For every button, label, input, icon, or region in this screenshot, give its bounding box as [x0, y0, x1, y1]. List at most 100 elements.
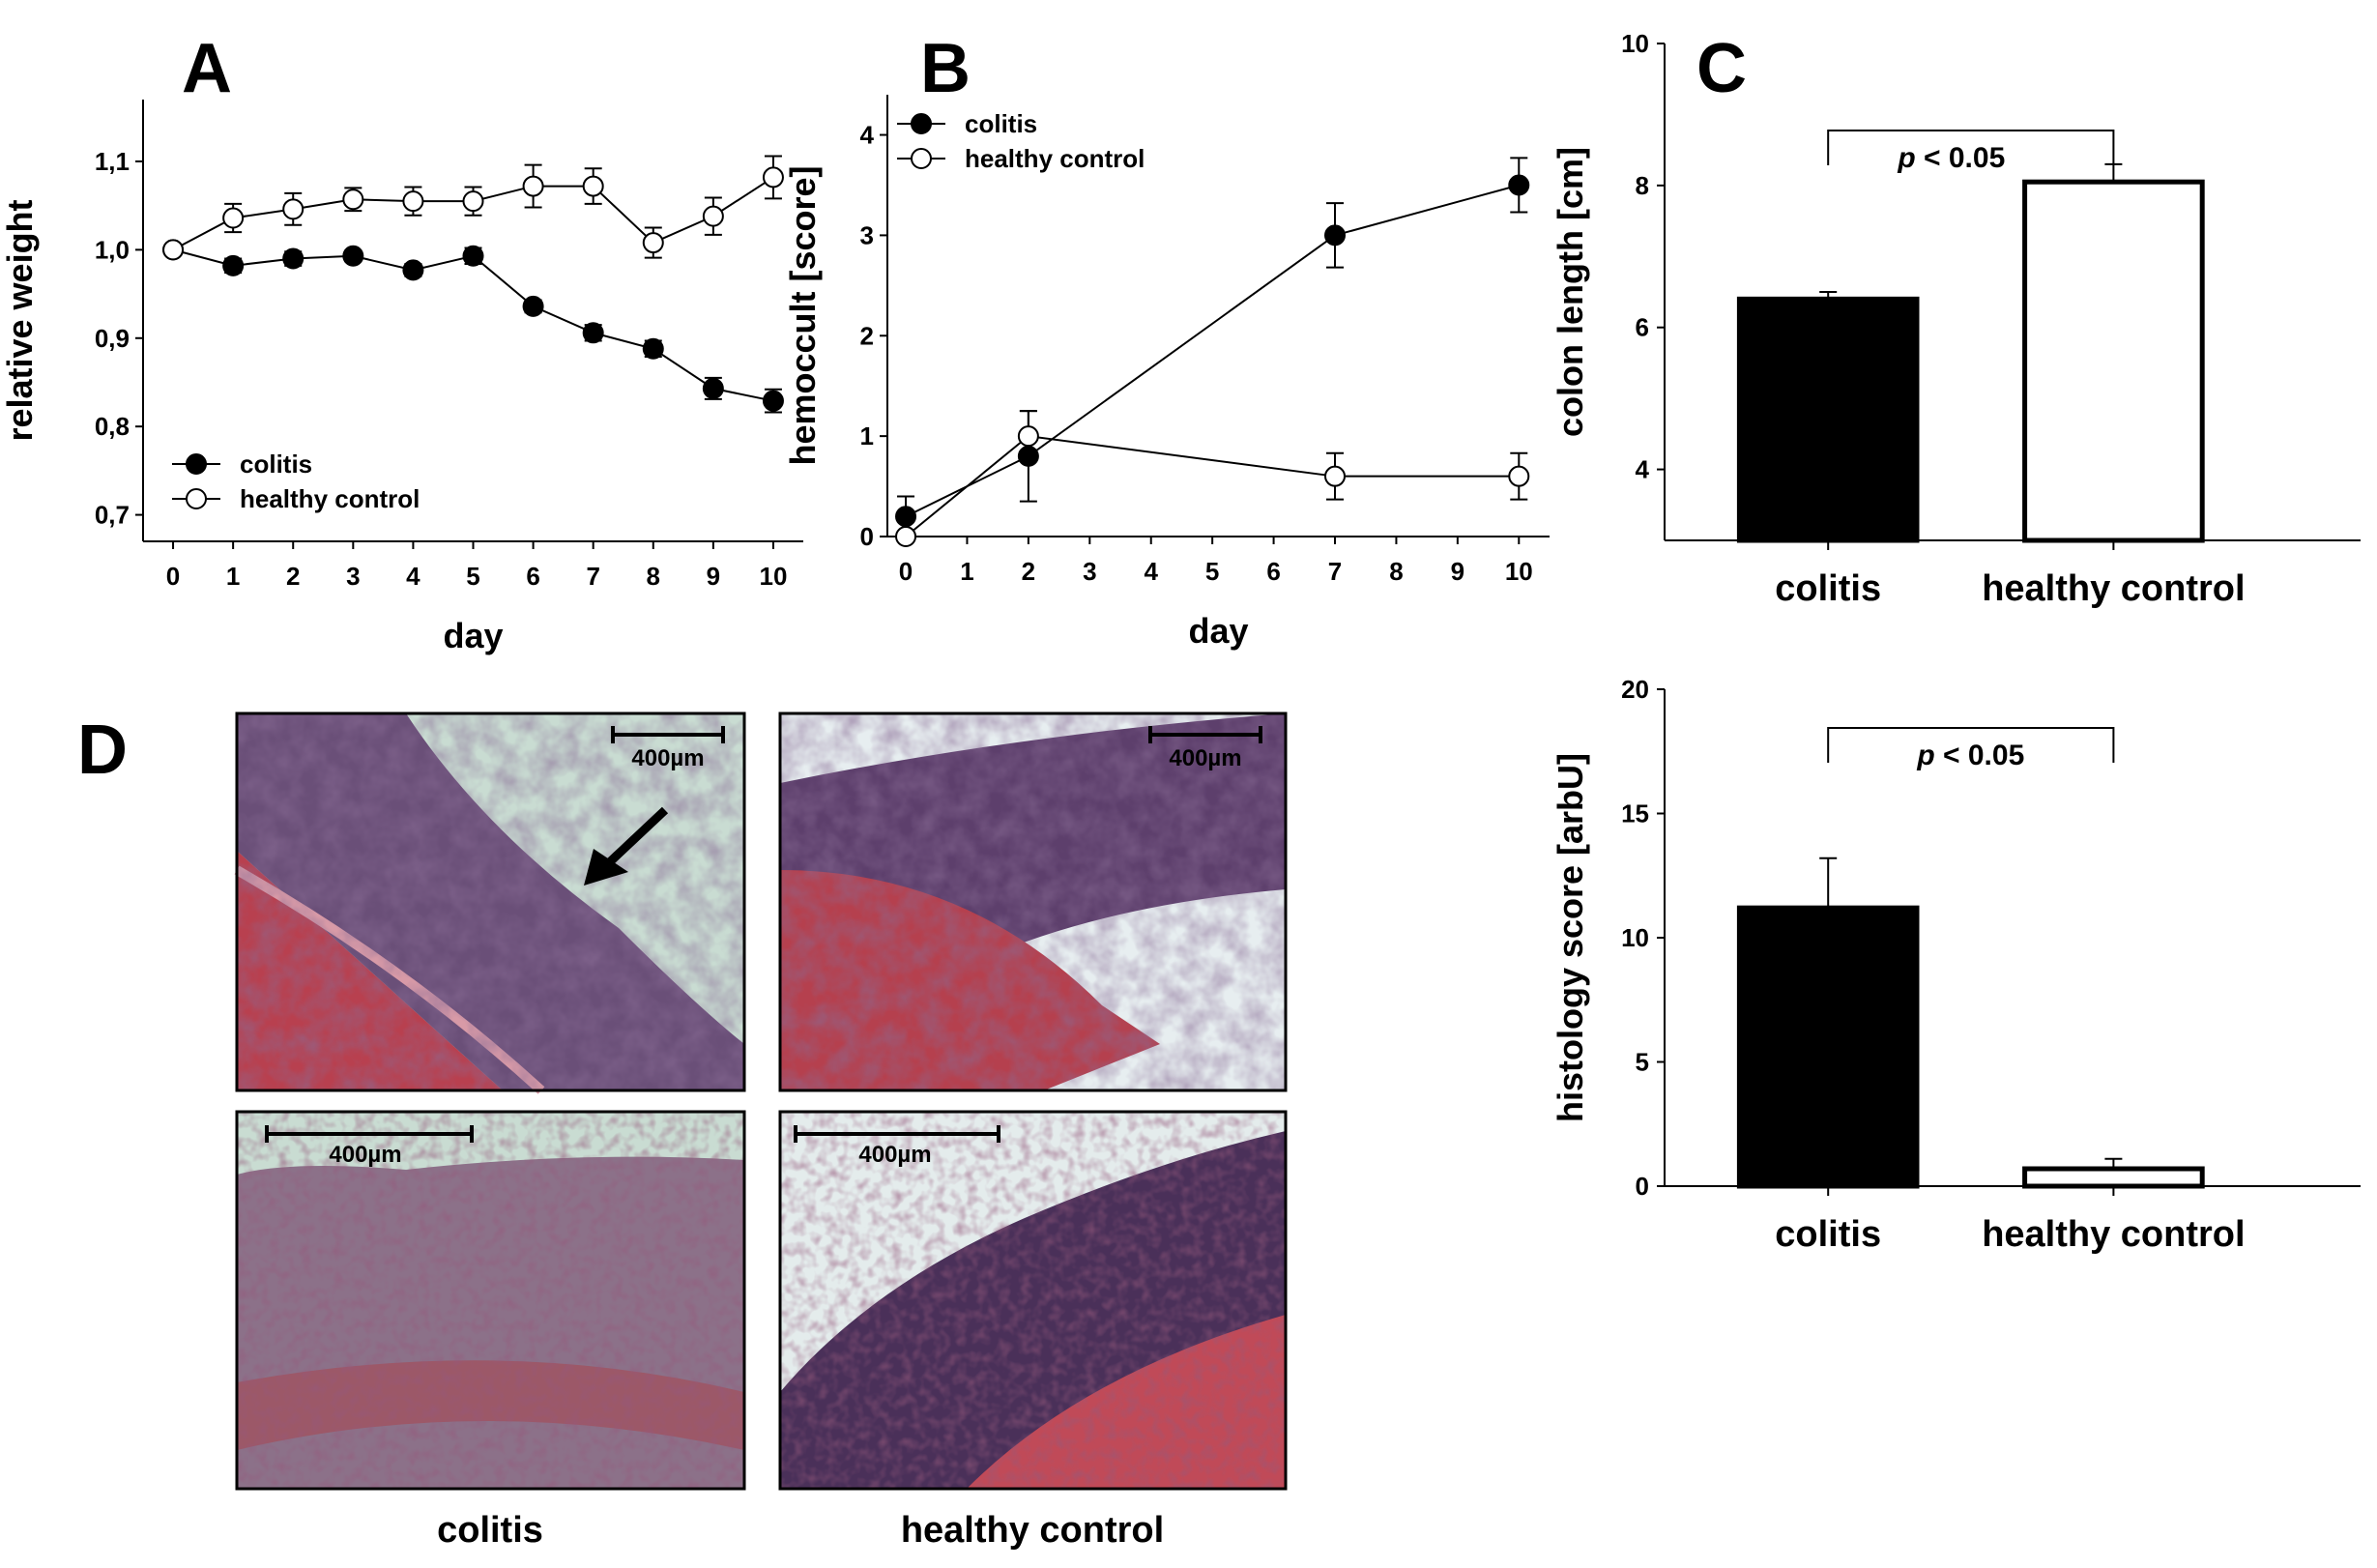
x-tick-label: 7 — [1328, 557, 1342, 586]
x-tick-label: healthy control — [1982, 1214, 2245, 1255]
legend-marker — [911, 113, 932, 134]
scale-bar: 400µm — [794, 1125, 1000, 1168]
scale-bar: 400µm — [1148, 726, 1262, 771]
data-point — [1324, 224, 1347, 247]
series-line — [905, 435, 1520, 537]
x-axis-title: day — [443, 616, 503, 655]
x-tick-label: 5 — [466, 562, 479, 591]
data-point — [222, 254, 245, 276]
data-point — [342, 189, 364, 211]
data-point — [282, 247, 304, 270]
x-tick-label: 10 — [1505, 557, 1533, 586]
data-point — [222, 207, 245, 229]
legend-label: colitis — [965, 109, 1037, 138]
scale-label: 400µm — [858, 1142, 931, 1168]
chart-histology-score: 0 5 10 15 20 histology score [arbU] colitis hea… — [1551, 675, 2361, 1255]
series-line — [172, 248, 774, 402]
chart-colon-length: 4 6 8 10 colon length [cm] colitis healthy con… — [1551, 29, 2361, 609]
y-tick-label: 20 — [1621, 675, 1649, 704]
data-point — [895, 506, 917, 528]
x-tick-label: 4 — [406, 562, 420, 591]
y-tick-label: 15 — [1621, 799, 1649, 828]
y-tick-label: 0 — [860, 522, 874, 551]
caption-colitis: colitis — [437, 1510, 543, 1551]
data-point — [1017, 425, 1039, 448]
x-tick-label: 0 — [899, 557, 913, 586]
data-point — [582, 322, 604, 344]
y-tick-label: 0,8 — [95, 412, 130, 441]
scale-label: 400µm — [1169, 745, 1241, 771]
data-point — [642, 337, 664, 360]
x-tick-label: 2 — [286, 562, 300, 591]
y-tick-label: 0 — [1636, 1172, 1649, 1201]
legend-label: healthy control — [240, 484, 420, 513]
y-tick-label: 10 — [1621, 29, 1649, 58]
data-point — [1324, 465, 1347, 487]
panel-label-c: C — [1696, 30, 1747, 107]
x-tick-label: 1 — [226, 562, 240, 591]
x-tick-label: 0 — [166, 562, 180, 591]
x-tick-label: 6 — [526, 562, 539, 591]
x-tick-label: colitis — [1775, 568, 1881, 609]
legend-marker — [911, 148, 932, 169]
x-axis-title: day — [1188, 611, 1248, 651]
x-tick-label: 2 — [1022, 557, 1035, 586]
scale-label: 400µm — [329, 1142, 401, 1168]
y-tick-label: 3 — [860, 220, 874, 249]
data-point — [642, 232, 664, 254]
scale-label: 400µm — [631, 745, 704, 771]
x-tick-label: 9 — [1451, 557, 1464, 586]
x-tick-label: 10 — [759, 562, 787, 591]
y-tick-label: 1,1 — [95, 147, 130, 176]
panel-label-d: D — [77, 711, 128, 789]
chart-relative-weight: 0 1 2 3 4 5 6 7 8 9 10 0,7 0,8 0,9 1,0 1,1 day relative w… — [0, 100, 803, 655]
data-point — [462, 190, 484, 213]
y-axis-title: histology score [arbU] — [1551, 753, 1590, 1122]
x-tick-label: healthy control — [1982, 568, 2245, 609]
data-point — [702, 205, 724, 227]
x-tick-label: 1 — [960, 557, 973, 586]
data-point — [582, 175, 604, 197]
data-point — [342, 245, 364, 267]
bar — [1736, 296, 1920, 543]
y-tick-label: 0,7 — [95, 501, 130, 530]
micrograph-colitis-high — [235, 1110, 746, 1491]
y-tick-label: 2 — [860, 321, 874, 350]
legend-marker — [186, 453, 207, 475]
data-point — [895, 526, 917, 547]
x-tick-label: 5 — [1205, 557, 1219, 586]
series-line — [905, 184, 1520, 518]
bar — [1736, 905, 1920, 1189]
y-tick-label: 0,9 — [95, 324, 130, 353]
significance-label: p < 0.05 — [1897, 142, 2005, 174]
y-tick-label: 1 — [860, 421, 874, 450]
significance-label: p < 0.05 — [1916, 740, 2024, 771]
arrow-icon — [584, 806, 669, 886]
y-axis-title: relative weight — [0, 199, 40, 441]
x-tick-label: 9 — [707, 562, 720, 591]
y-axis-title: hemoccult [score] — [783, 165, 823, 465]
bar — [2022, 179, 2205, 543]
data-point — [522, 175, 544, 197]
data-point — [282, 198, 304, 220]
data-point — [462, 245, 484, 267]
significance-bracket — [1827, 727, 2115, 763]
data-point — [402, 190, 424, 213]
y-tick-label: 5 — [1636, 1048, 1649, 1077]
y-tick-label: 10 — [1621, 923, 1649, 952]
data-point — [402, 259, 424, 281]
caption-healthy-control: healthy control — [901, 1510, 1164, 1551]
micrograph-healthy-high — [778, 1110, 1288, 1491]
micrograph-colitis-low — [234, 711, 746, 1094]
legend-label: colitis — [240, 450, 312, 479]
x-tick-label: 4 — [1144, 557, 1158, 586]
y-tick-label: 4 — [860, 121, 875, 150]
data-point — [762, 390, 784, 412]
legend-label: healthy control — [965, 144, 1145, 173]
y-axis-title: colon length [cm] — [1551, 147, 1590, 437]
micrograph-healthy-low — [778, 711, 1288, 1092]
x-tick-label: 7 — [586, 562, 599, 591]
x-tick-label: 8 — [1389, 557, 1403, 586]
significance-bracket — [1827, 130, 2115, 165]
